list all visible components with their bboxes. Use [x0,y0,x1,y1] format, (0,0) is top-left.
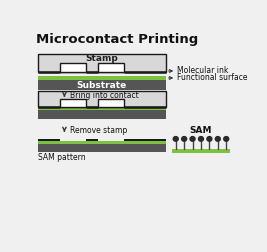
Circle shape [173,137,178,141]
Bar [99,99,124,107]
Circle shape [215,137,220,141]
Text: Remove stamp: Remove stamp [70,126,127,135]
Circle shape [182,137,187,141]
Circle shape [207,137,212,141]
Bar [37,91,166,107]
Text: Substrate: Substrate [77,81,127,89]
Bar [124,139,166,141]
Bar [60,99,86,107]
Circle shape [190,137,195,141]
Bar [37,76,166,80]
Bar [60,63,86,72]
Text: Functional surface: Functional surface [177,74,248,82]
Bar [172,149,230,153]
Bar [37,107,166,110]
Text: SAM pattern: SAM pattern [37,153,85,163]
Bar [37,80,166,90]
Text: Stamp: Stamp [85,54,118,63]
Bar [37,141,166,144]
Text: Microcontact Printing: Microcontact Printing [37,33,199,46]
Circle shape [198,137,203,141]
Text: SAM: SAM [190,126,212,135]
Bar [37,144,166,152]
Text: Bring into contact: Bring into contact [70,91,138,100]
Circle shape [224,137,229,141]
Text: Molecular ink: Molecular ink [177,67,229,76]
Bar [37,139,60,141]
Bar [37,110,166,118]
Bar [86,139,99,141]
Bar [99,63,124,72]
Bar [37,53,166,72]
